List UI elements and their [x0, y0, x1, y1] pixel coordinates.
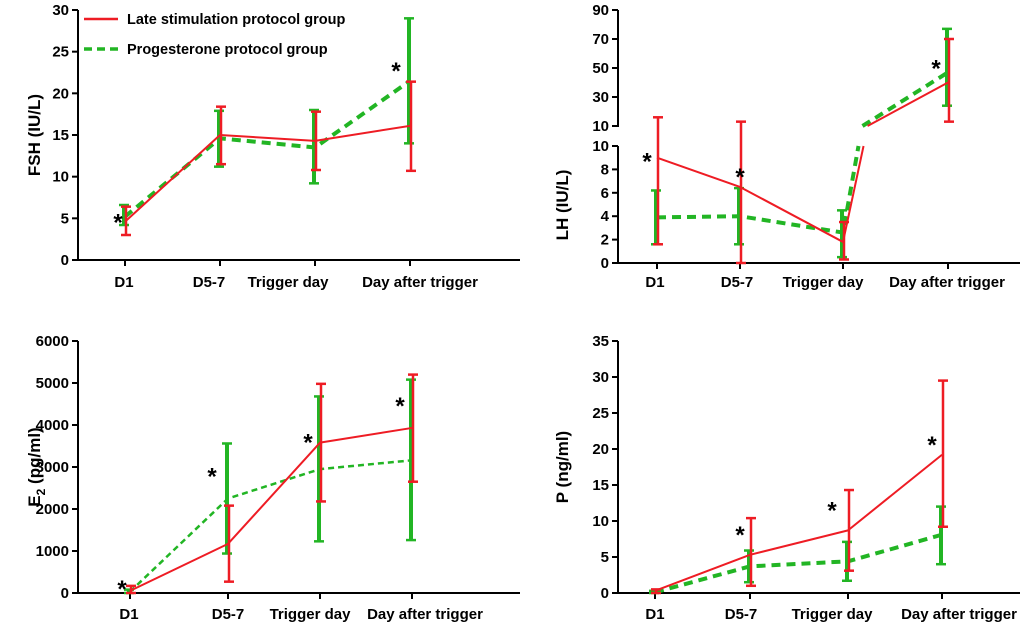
e2-ylabel-main: E — [25, 495, 44, 506]
legend: Late stimulation protocol group Progeste… — [84, 12, 345, 58]
e2-y-tick-label: 1000 — [36, 543, 69, 560]
lh-y-tick-label: 0 — [601, 255, 609, 272]
p-x-tick-label: Trigger day — [792, 606, 874, 623]
legend-late-label: Late stimulation protocol group — [127, 12, 345, 28]
e2-panel: E2 (pg/ml) 0 1000 2000 3000 4000 5000 6000 D1 D5… — [25, 333, 520, 623]
fsh-x-tick-label: Day after trigger — [362, 274, 478, 291]
lh-y-axis-label: LH (IU/L) — [553, 170, 572, 241]
fsh-x-tick-label: Trigger day — [248, 274, 330, 291]
p-y-tick-label: 25 — [592, 405, 609, 422]
lh-significance-asterisk: * — [642, 149, 652, 176]
e2-significance-asterisk: * — [117, 576, 127, 603]
fsh-y-tick-label: 5 — [61, 210, 69, 227]
lh-y-tick-label: 6 — [601, 185, 609, 202]
p-late-series-line — [654, 453, 943, 592]
legend-progesterone-label: Progesterone protocol group — [127, 42, 328, 58]
e2-x-tick-label: Trigger day — [270, 606, 352, 623]
p-panel: P (ng/ml) 0 5 10 15 20 25 30 35 D1 D5-7 Trigger da… — [553, 333, 1020, 623]
p-x-tick-label: D5-7 — [725, 606, 758, 623]
fsh-x-tick-label: D5-7 — [193, 274, 226, 291]
fsh-y-axis-label: FSH (IU/L) — [25, 94, 44, 176]
fsh-y-tick-label: 10 — [52, 169, 69, 186]
lh-y-tick-label: 10 — [592, 138, 609, 155]
fsh-late-series-line — [124, 124, 411, 223]
e2-significance-asterisk: * — [207, 464, 217, 491]
p-y-tick-label: 15 — [592, 477, 609, 494]
p-x-tick-label: D1 — [645, 606, 664, 623]
e2-x-tick-label: Day after trigger — [367, 606, 483, 623]
e2-progesterone-series-line — [129, 459, 413, 593]
p-y-axis-label: P (ng/ml) — [553, 431, 572, 503]
p-y-tick-label: 30 — [592, 369, 609, 386]
e2-significance-asterisk: * — [303, 430, 313, 457]
fsh-y-tick-label: 15 — [52, 127, 69, 144]
p-significance-asterisk: * — [927, 432, 937, 459]
e2-y-tick-label: 5000 — [36, 375, 69, 392]
lh-y-tick-label: 4 — [601, 208, 610, 225]
lh-y-tick-label: 8 — [601, 161, 609, 178]
p-progesterone-series-line — [654, 532, 943, 595]
p-y-tick-label: 0 — [601, 585, 609, 602]
e2-ylabel-sub: 2 — [34, 488, 48, 495]
fsh-progesterone-series-line — [123, 79, 412, 219]
e2-significance-asterisk: * — [395, 393, 405, 420]
fsh-y-tick-label: 0 — [61, 252, 69, 269]
e2-late-series-line — [129, 426, 413, 592]
p-significance-asterisk: * — [735, 522, 745, 549]
e2-ylabel-rest: (pg/ml) — [25, 427, 44, 488]
e2-y-tick-label: 4000 — [36, 417, 69, 434]
e2-y-tick-label: 6000 — [36, 333, 69, 350]
lh-y-tick-label: 90 — [592, 2, 609, 19]
e2-y-axis-label: E2 (pg/ml) — [25, 427, 48, 506]
lh-significance-asterisk: * — [931, 55, 941, 82]
lh-y-tick-label: 10 — [592, 118, 609, 135]
p-y-tick-label: 20 — [592, 441, 609, 458]
fsh-significance-asterisk: * — [113, 210, 123, 237]
lh-y-tick-label: 2 — [601, 232, 609, 249]
e2-x-tick-label: D5-7 — [212, 606, 245, 623]
lh-significance-asterisk: * — [735, 164, 745, 191]
lh-panel: LH (IU/L) 0 2 4 6 8 10 10 30 50 70 90 D1 D5-7 Trigger… — [553, 2, 1020, 291]
lh-progesterone-series-line — [656, 70, 950, 235]
lh-x-tick-label: D5-7 — [721, 274, 754, 291]
p-y-tick-label: 10 — [592, 513, 609, 530]
lh-x-tick-label: Day after trigger — [889, 274, 1005, 291]
lh-x-tick-label: Trigger day — [783, 274, 865, 291]
e2-x-tick-label: D1 — [119, 606, 138, 623]
lh-y-tick-label: 50 — [592, 60, 609, 77]
p-y-tick-label: 5 — [601, 549, 609, 566]
e2-y-tick-label: 3000 — [36, 459, 69, 476]
fsh-y-tick-label: 20 — [52, 85, 69, 102]
p-x-tick-label: Day after trigger — [901, 606, 1017, 623]
lh-y-tick-label: 70 — [592, 31, 609, 48]
p-significance-asterisk: * — [827, 497, 837, 524]
e2-y-tick-label: 2000 — [36, 501, 69, 518]
fsh-panel: FSH (IU/L) 0 5 10 15 20 25 30 D1 D5-7 Trigger day… — [25, 2, 520, 291]
lh-x-tick-label: D1 — [645, 274, 664, 291]
p-y-tick-label: 35 — [592, 333, 609, 350]
fsh-significance-asterisk: * — [391, 58, 401, 85]
lh-y-tick-label: 30 — [592, 89, 609, 106]
fsh-x-tick-label: D1 — [114, 274, 133, 291]
lh-late-series-line — [656, 81, 949, 243]
fsh-y-tick-label: 25 — [52, 44, 69, 61]
e2-y-tick-label: 0 — [61, 585, 69, 602]
fsh-y-tick-label: 30 — [52, 2, 69, 19]
